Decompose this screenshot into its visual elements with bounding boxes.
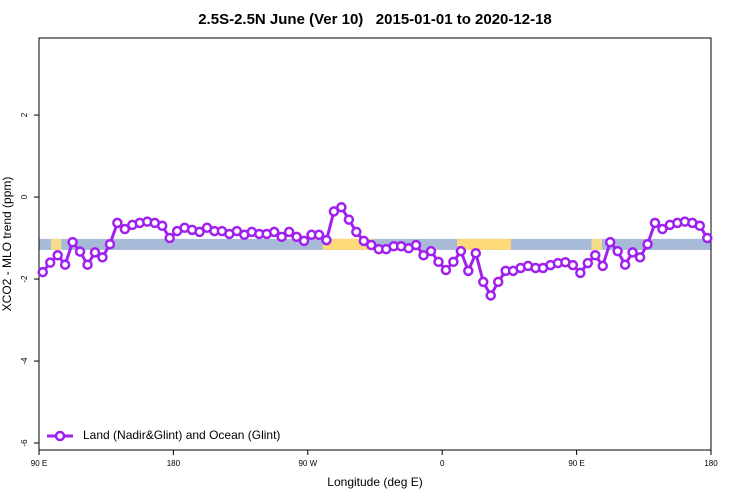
data-point [59, 259, 71, 270]
data-point [702, 232, 713, 244]
data-point [89, 247, 101, 258]
plot-frame [38, 37, 712, 451]
surface-segment [322, 238, 374, 250]
data-point [590, 250, 601, 261]
data-point [343, 214, 355, 225]
data-point [119, 223, 131, 235]
data-point [448, 256, 459, 268]
data-point [418, 250, 429, 261]
data-point [291, 231, 302, 243]
data-point [276, 231, 287, 243]
data-point [649, 217, 661, 229]
data-point [313, 229, 325, 241]
x-tick-label: 90 E [568, 459, 584, 468]
data-point [97, 252, 108, 263]
data-point [619, 259, 631, 270]
data-point [283, 226, 295, 238]
data-point [425, 245, 437, 257]
data-point [440, 264, 452, 276]
data-point [194, 226, 205, 238]
surface-segment [457, 238, 511, 250]
data-point [492, 276, 504, 288]
data-point [156, 220, 168, 232]
data-point [567, 259, 579, 271]
data-point [612, 245, 623, 257]
data-point [433, 256, 444, 268]
y-tick-label: -2 [20, 275, 29, 283]
data-point [455, 245, 467, 257]
chart-title: 2.5S-2.5N June (Ver 10) 2015-01-01 to 20… [198, 11, 552, 28]
data-point [44, 257, 56, 268]
data-point [67, 236, 78, 248]
data-point [366, 239, 377, 251]
data-point [604, 236, 616, 248]
data-point [351, 226, 362, 238]
data-point [164, 232, 175, 244]
data-point [82, 259, 93, 270]
data-point [694, 220, 706, 232]
y-axis-title: XCO2 - MLO trend (ppm) [0, 177, 14, 312]
data-point [336, 202, 347, 213]
data-point [470, 247, 482, 259]
y-tick-label: 0 [20, 194, 29, 199]
data-point [575, 267, 586, 279]
y-tick-label: -4 [20, 357, 29, 365]
y-tick-label: -6 [20, 439, 29, 447]
y-tick-label: 2 [20, 112, 29, 117]
data-point [52, 250, 63, 261]
x-tick-label: 90 E [31, 459, 47, 468]
data-point [597, 260, 608, 272]
data-point [627, 247, 638, 258]
x-tick-label: 180 [167, 459, 181, 468]
data-point [298, 235, 310, 247]
x-tick-label: 180 [704, 459, 718, 468]
surface-segment [50, 238, 62, 250]
data-point [328, 206, 340, 217]
data-point [657, 223, 668, 235]
data-point [112, 217, 123, 229]
data-point [463, 265, 474, 277]
legend-marker [54, 430, 66, 442]
data-point [634, 252, 646, 263]
data-point [74, 246, 86, 257]
surface-segment [591, 238, 602, 250]
data-point [268, 226, 280, 238]
data-point [410, 239, 422, 251]
data-point [104, 238, 116, 250]
data-point [358, 235, 370, 247]
data-point [478, 276, 489, 288]
data-point [642, 238, 653, 250]
x-axis-title: Longitude (deg E) [327, 475, 422, 489]
data-point [37, 266, 48, 278]
x-tick-label: 90 W [298, 459, 317, 468]
legend-label: Land (Nadir&Glint) and Ocean (Glint) [83, 428, 280, 442]
data-point [321, 234, 332, 246]
data-point [582, 257, 594, 269]
data-point [485, 290, 496, 301]
x-tick-label: 0 [440, 459, 445, 468]
